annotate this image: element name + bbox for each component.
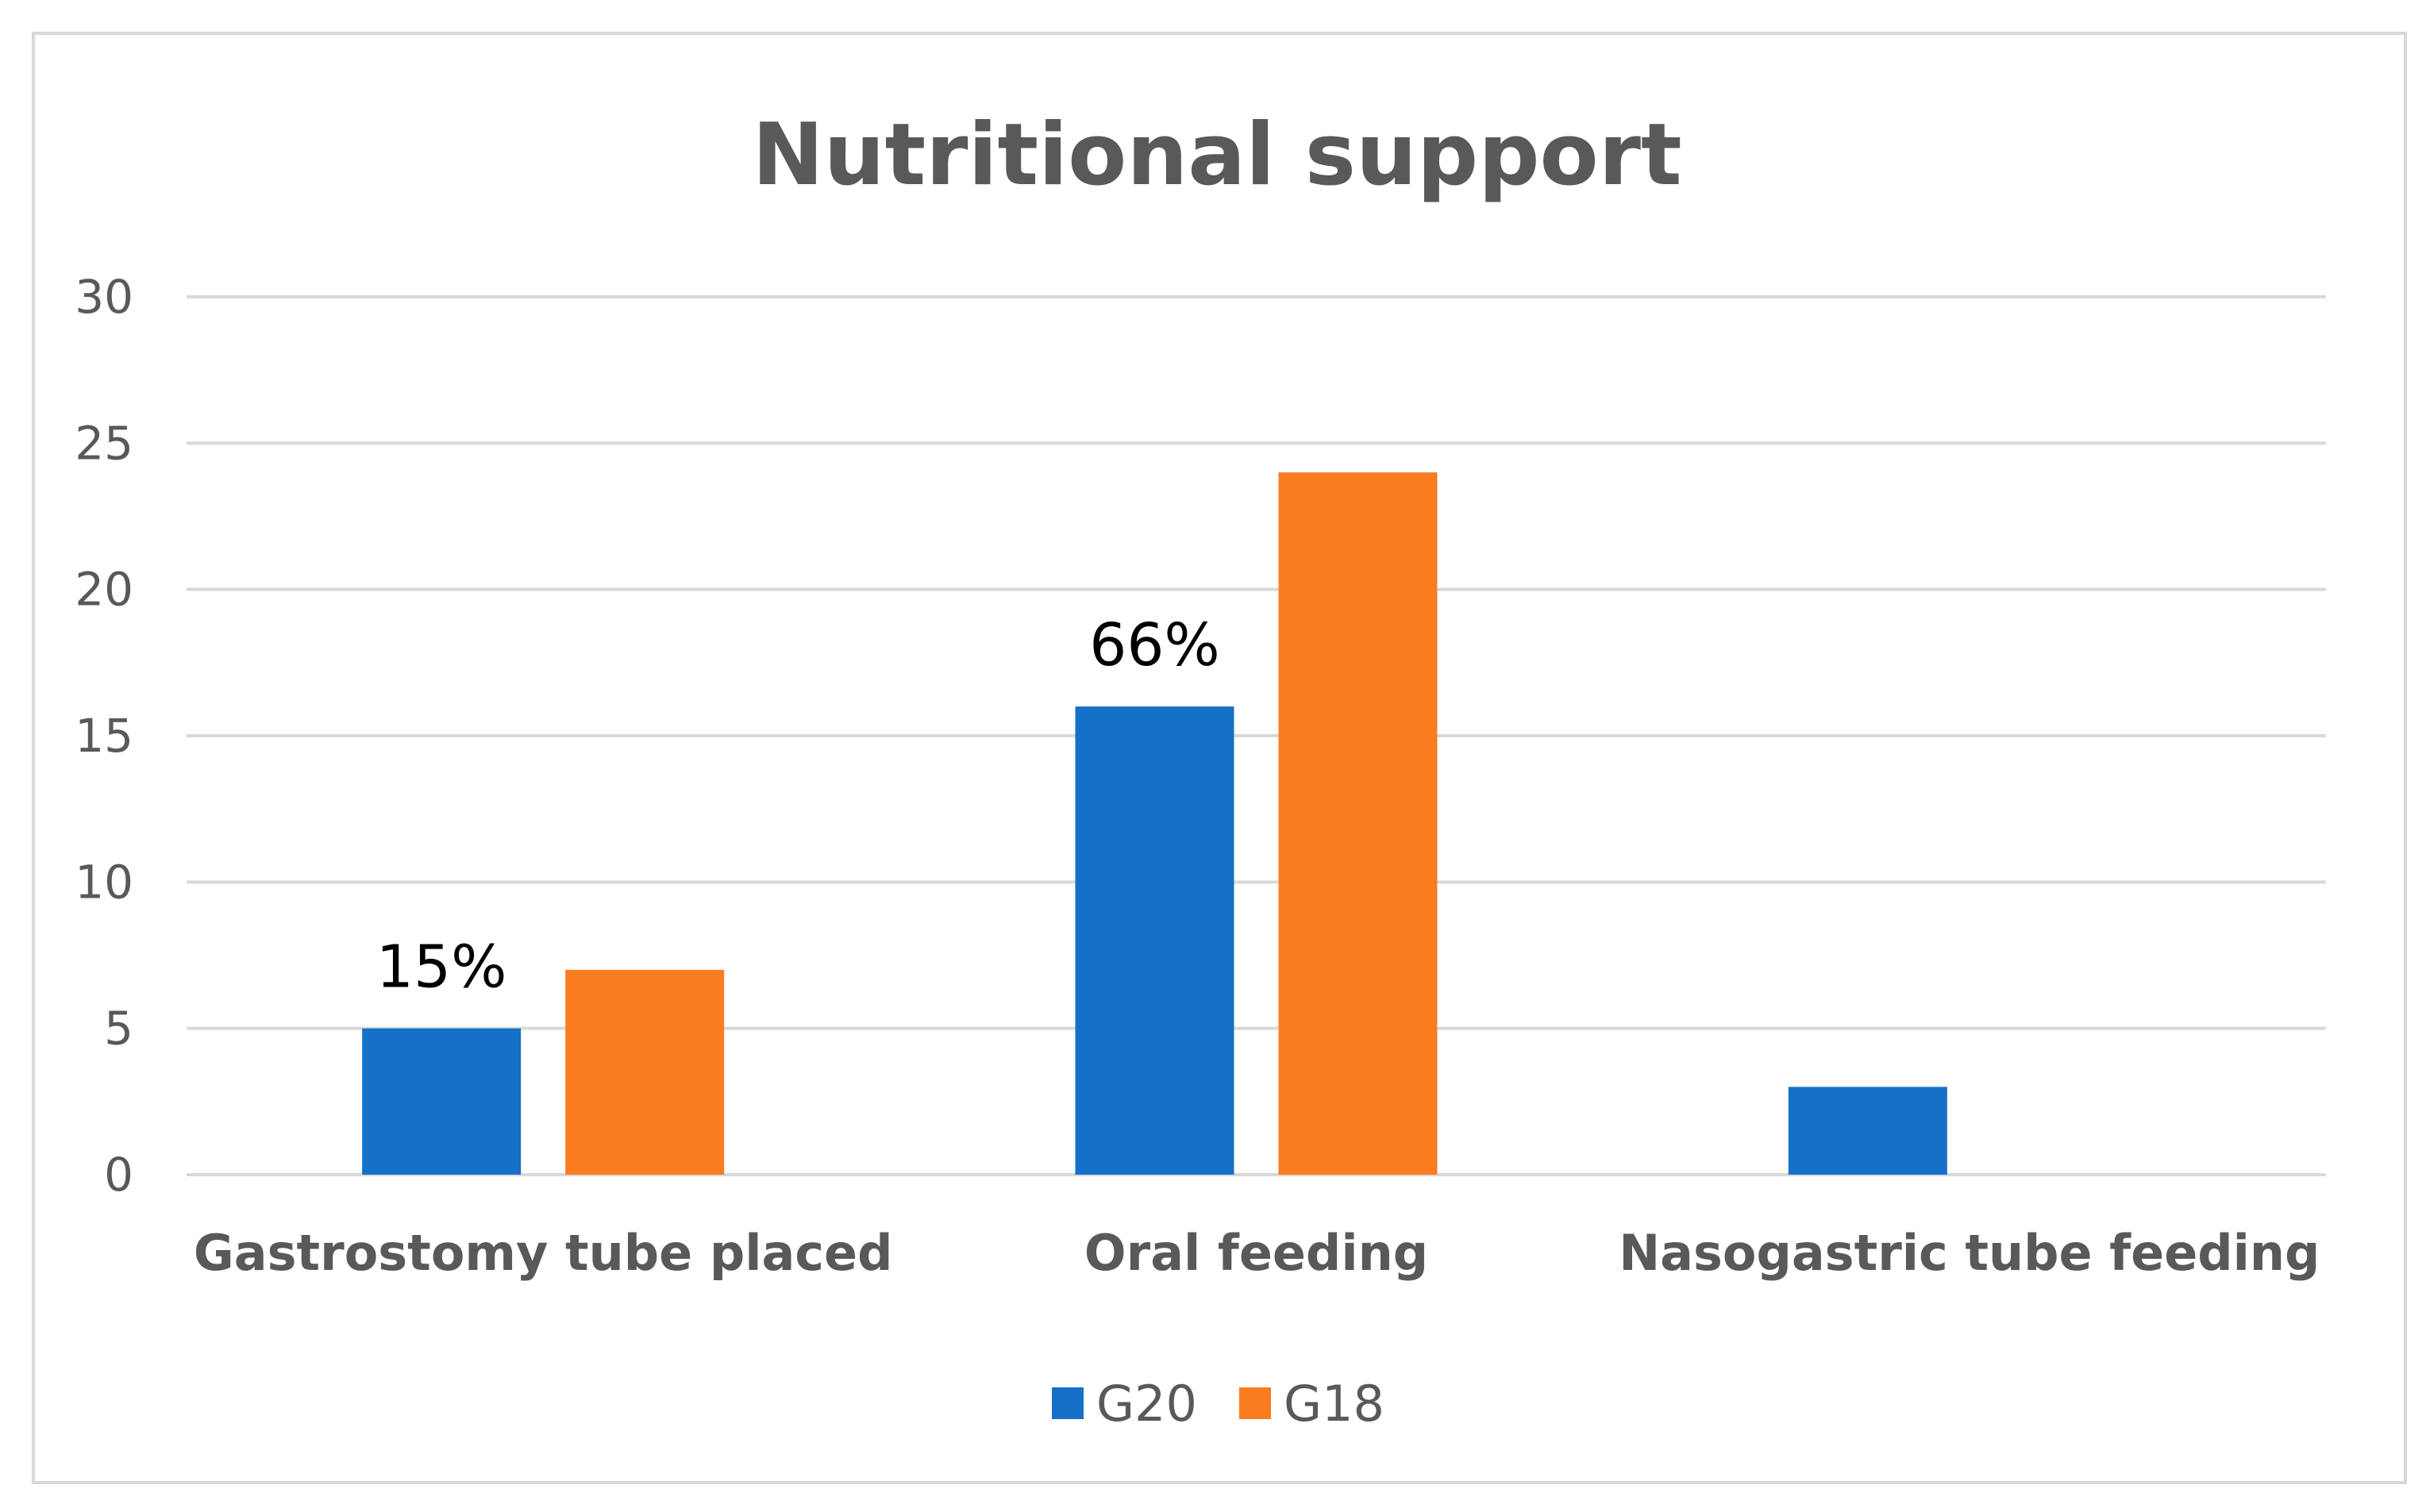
legend[interactable]: G20 G18 bbox=[1052, 1375, 1384, 1433]
bar-g18-0[interactable] bbox=[565, 969, 725, 1175]
bars bbox=[362, 472, 1947, 1175]
y-tick-label: 25 bbox=[75, 416, 133, 470]
legend-swatch bbox=[1239, 1387, 1271, 1419]
legend-item-g18[interactable]: G18 bbox=[1239, 1375, 1384, 1433]
y-tick-label: 5 bbox=[104, 1002, 133, 1056]
bar-g20-2[interactable] bbox=[1788, 1087, 1947, 1175]
legend-item-g20[interactable]: G20 bbox=[1052, 1375, 1197, 1433]
y-tick-label: 10 bbox=[75, 855, 133, 909]
gridlines bbox=[187, 295, 2326, 1176]
bar-g20-1[interactable] bbox=[1075, 706, 1234, 1175]
category-label: Oral feeding bbox=[1084, 1224, 1428, 1282]
y-tick-label: 0 bbox=[104, 1148, 133, 1202]
bar-g18-1[interactable] bbox=[1278, 472, 1438, 1175]
data-labels: 15% 66% bbox=[376, 611, 1220, 1002]
legend-label: G18 bbox=[1284, 1375, 1384, 1433]
category-labels: Gastrostomy tube placed Oral feeding Nasog… bbox=[194, 1224, 2320, 1282]
chart-title: Nutritional support bbox=[752, 106, 1681, 205]
data-label: 66% bbox=[1089, 611, 1219, 679]
legend-swatch bbox=[1052, 1387, 1084, 1419]
y-tick-label: 30 bbox=[75, 270, 133, 324]
bar-g20-0[interactable] bbox=[362, 1028, 522, 1175]
category-label: Nasogastric tube feeding bbox=[1619, 1224, 2320, 1282]
legend-label: G20 bbox=[1096, 1375, 1197, 1433]
category-label: Gastrostomy tube placed bbox=[194, 1224, 893, 1282]
y-tick-label: 15 bbox=[75, 709, 133, 763]
data-label: 15% bbox=[376, 933, 506, 1002]
y-tick-label: 20 bbox=[75, 563, 133, 617]
y-axis-tick-labels: 0 5 10 15 20 25 30 bbox=[75, 270, 133, 1202]
